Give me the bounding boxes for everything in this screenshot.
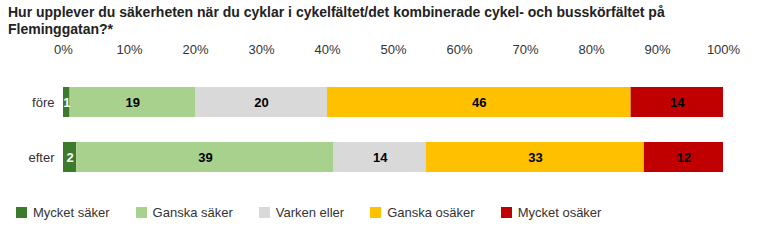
svg-text:20%: 20%	[182, 42, 208, 57]
svg-text:100%: 100%	[707, 42, 741, 57]
svg-text:12: 12	[677, 150, 691, 165]
svg-text:1: 1	[63, 95, 70, 110]
svg-text:46: 46	[472, 95, 486, 110]
html-text:Ganska säker: Ganska säker	[152, 205, 233, 220]
html-text:Ganska osäker: Ganska osäker	[387, 205, 475, 220]
svg-text:0%: 0%	[54, 42, 73, 57]
svg-text:33: 33	[528, 150, 542, 165]
svg-text:14: 14	[670, 95, 685, 110]
html-text:Mycket säker: Mycket säker	[33, 205, 110, 220]
svg-text:40%: 40%	[314, 42, 340, 57]
svg-text:19: 19	[126, 95, 140, 110]
svg-text:90%: 90%	[644, 42, 670, 57]
svg-text:70%: 70%	[512, 42, 538, 57]
svg-text:80%: 80%	[578, 42, 604, 57]
svg-text:2: 2	[66, 150, 73, 165]
svg-text:30%: 30%	[248, 42, 274, 57]
svg-text:10%: 10%	[116, 42, 142, 57]
html-text:Hur upplever du säkerheten när: Hur upplever du säkerheten när du cyklar…	[8, 4, 665, 37]
svg-text:39: 39	[198, 150, 212, 165]
svg-text:efter: efter	[28, 150, 55, 165]
svg-text:14: 14	[373, 150, 388, 165]
svg-text:före: före	[32, 95, 54, 110]
svg-text:20: 20	[254, 95, 268, 110]
svg-text:60%: 60%	[446, 42, 472, 57]
html-text:Varken eller: Varken eller	[275, 205, 345, 220]
svg-text:50%: 50%	[380, 42, 406, 57]
html-text:Mycket osäker: Mycket osäker	[517, 205, 602, 220]
